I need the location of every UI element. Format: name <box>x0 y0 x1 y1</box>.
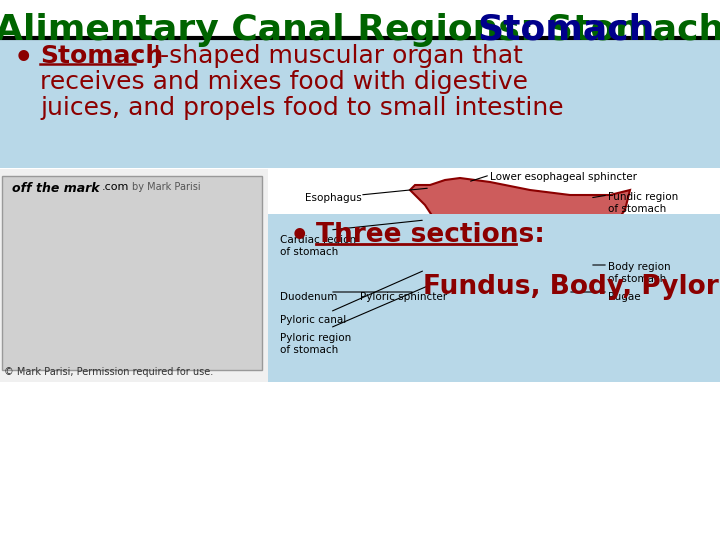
Text: off the mark: off the mark <box>12 182 99 195</box>
Text: Pyloric canal: Pyloric canal <box>280 315 346 325</box>
Text: © Mark Parisi, Permission required for use.: © Mark Parisi, Permission required for u… <box>4 367 213 377</box>
Text: Pyloric sphincter: Pyloric sphincter <box>360 292 447 302</box>
FancyBboxPatch shape <box>0 169 720 382</box>
Text: Pyloric region
of stomach: Pyloric region of stomach <box>280 333 351 355</box>
Text: Stomach: Stomach <box>40 44 163 68</box>
Text: Alimentary Canal Regions: Stomach: Alimentary Canal Regions: Stomach <box>0 13 720 47</box>
FancyBboxPatch shape <box>2 176 262 370</box>
Text: : J-shaped muscular organ that: : J-shaped muscular organ that <box>137 44 523 68</box>
FancyBboxPatch shape <box>268 214 720 382</box>
Text: Lower esophageal sphincter: Lower esophageal sphincter <box>490 172 637 182</box>
Text: Esophagus: Esophagus <box>305 193 361 203</box>
Text: Fundus, Body, Pylorus: Fundus, Body, Pylorus <box>350 274 720 300</box>
FancyBboxPatch shape <box>0 40 720 168</box>
Text: Stomach: Stomach <box>477 13 654 47</box>
Text: Fundic region
of stomach: Fundic region of stomach <box>608 192 678 214</box>
Text: by Mark Parisi: by Mark Parisi <box>132 182 201 192</box>
Text: Three sections:: Three sections: <box>316 222 545 248</box>
Text: Duodenum: Duodenum <box>280 292 338 302</box>
Text: Rugae: Rugae <box>608 292 641 302</box>
Text: receives and mixes food with digestive: receives and mixes food with digestive <box>40 70 528 94</box>
Text: •: • <box>290 222 310 251</box>
Text: .com: .com <box>102 182 130 192</box>
Text: juices, and propels food to small intestine: juices, and propels food to small intest… <box>40 96 564 120</box>
Text: Cardiac region
of stomach: Cardiac region of stomach <box>280 235 356 256</box>
FancyBboxPatch shape <box>268 169 720 382</box>
Text: •: • <box>14 44 34 73</box>
Text: Body region
of stomach: Body region of stomach <box>608 262 670 284</box>
Polygon shape <box>410 178 630 300</box>
